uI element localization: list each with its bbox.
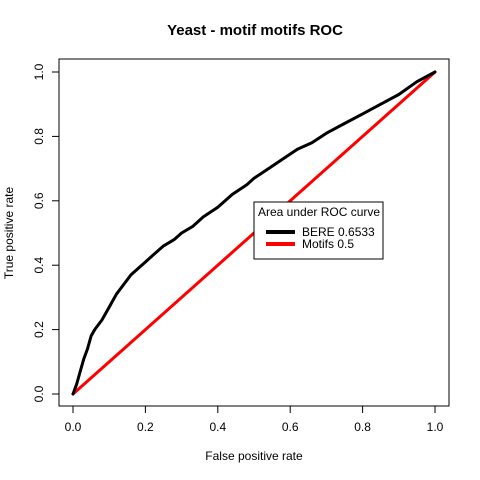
x-tick-label: 0.4 [209, 420, 226, 434]
plot-frame [58, 58, 450, 407]
legend-label-motifs: Motifs 0.5 [302, 237, 354, 251]
legend: Area under ROC curve BERE 0.6533 Motifs … [253, 201, 384, 260]
y-tick-label: 0.4 [32, 257, 46, 274]
y-tick-label: 0.2 [32, 321, 46, 338]
x-axis-label: False positive rate [205, 449, 303, 463]
y-tick-label: 0.6 [32, 192, 46, 209]
legend-label-bere: BERE 0.6533 [302, 225, 375, 239]
x-tick-label: 1.0 [427, 420, 444, 434]
x-axis: 0.0 0.2 0.4 0.6 0.8 1.0 [65, 406, 444, 434]
x-tick-label: 0.8 [354, 420, 371, 434]
x-tick-label: 0.0 [65, 420, 82, 434]
y-axis: 0.0 0.2 0.4 0.6 0.8 1.0 [32, 63, 59, 402]
y-tick-label: 0.0 [32, 385, 46, 402]
chart-title: Yeast - motif motifs ROC [167, 22, 343, 39]
y-tick-label: 1.0 [32, 63, 46, 80]
legend-title: Area under ROC curve [258, 205, 380, 219]
x-tick-label: 0.2 [137, 420, 154, 434]
y-tick-label: 0.8 [32, 128, 46, 145]
x-tick-label: 0.6 [282, 420, 299, 434]
y-axis-label: True positive rate [2, 187, 16, 280]
series-line-bere [71, 70, 437, 396]
